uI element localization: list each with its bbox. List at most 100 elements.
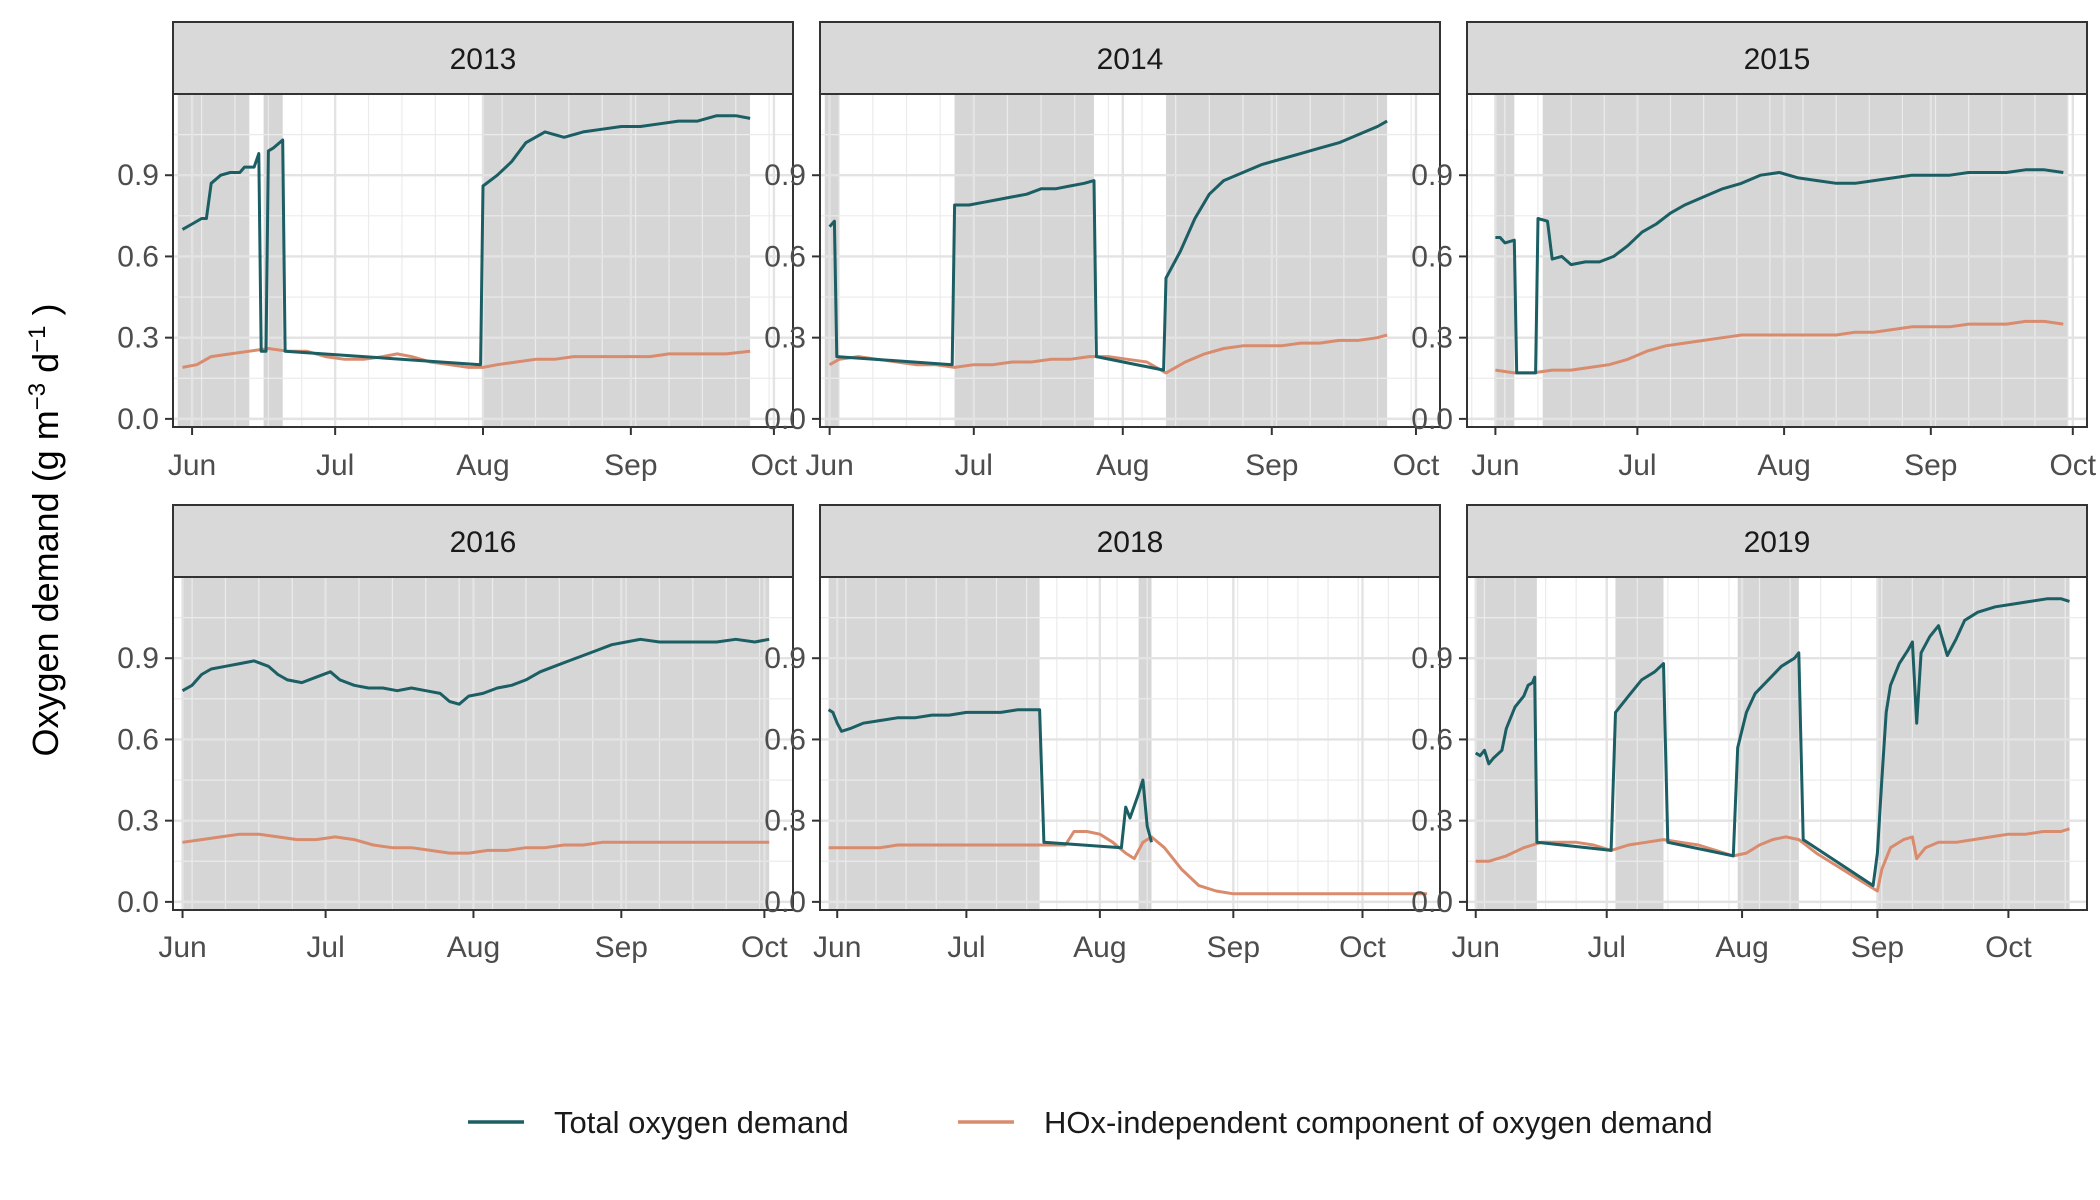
legend-item-hox: HOx-independent component of oxygen dema… <box>958 1105 1713 1140</box>
x-tick-label: Jul <box>955 449 993 482</box>
x-tick-label: Aug <box>1715 931 1768 964</box>
x-tick-label: Oct <box>1393 449 1440 482</box>
x-tick-label: Sep <box>1245 449 1298 482</box>
x-tick-label: Jun <box>813 931 861 964</box>
x-tick-label: Jun <box>1452 931 1500 964</box>
x-tick-label: Jul <box>1588 931 1626 964</box>
panel-2018: 2018 0.0 0.3 0.6 0.9 Jun Jul Aug Sep Oct <box>764 504 1441 964</box>
x-tick-label: Jun <box>168 449 216 482</box>
y-tick-label: 0.0 <box>117 403 159 436</box>
x-tick-label: Jul <box>947 931 985 964</box>
shaded-interval <box>1138 577 1152 910</box>
panels: 2013 0.0 0.3 0.6 0.9 Jun Jul Aug Sep Oct 2014 0.0 0.… <box>117 21 2097 964</box>
x-tick-label: Jun <box>158 931 206 964</box>
x-tick-label: Oct <box>741 931 788 964</box>
legend-item-total: Total oxygen demand <box>468 1105 849 1140</box>
legend-label-hox: HOx-independent component of oxygen dema… <box>1044 1105 1713 1140</box>
y-tick-label: 0.6 <box>1411 240 1453 273</box>
x-tick-label: Jun <box>1471 449 1519 482</box>
strip-background <box>819 504 1441 578</box>
y-axis-title-sup1: −3 <box>24 383 51 410</box>
shaded-interval <box>182 577 770 910</box>
y-axis-title-sup2: −1 <box>24 326 51 353</box>
x-tick-label: Aug <box>1096 449 1149 482</box>
y-tick-label: 0.0 <box>117 886 159 919</box>
x-tick-label: Sep <box>1904 449 1957 482</box>
x-tick-label: Oct <box>751 449 798 482</box>
series-line-hox <box>828 830 1428 896</box>
panel-2013: 2013 0.0 0.3 0.6 0.9 Jun Jul Aug Sep Oct <box>117 21 798 482</box>
x-tick-label: Aug <box>1757 449 1810 482</box>
y-tick-label: 0.6 <box>764 723 806 756</box>
y-tick-label: 0.9 <box>1411 642 1453 675</box>
y-tick-label: 0.9 <box>1411 159 1453 192</box>
legend: Total oxygen demand HOx-independent compo… <box>468 1105 1713 1140</box>
panel-2016: 2016 0.0 0.3 0.6 0.9 Jun Jul Aug Sep Oct <box>117 504 794 964</box>
strip-label: 2013 <box>450 43 517 76</box>
strip-label: 2014 <box>1097 43 1164 76</box>
series-line-total <box>827 708 1153 850</box>
shaded-interval <box>1737 577 1799 910</box>
strip-background <box>1466 504 2088 578</box>
series-line-total <box>181 637 770 706</box>
y-axis-title-mid: d <box>25 353 66 383</box>
strip-background <box>172 504 794 578</box>
x-tick-label: Oct <box>1985 931 2032 964</box>
x-tick-label: Oct <box>1339 931 1386 964</box>
strip-label: 2015 <box>1744 43 1811 76</box>
shaded-interval <box>1615 577 1664 910</box>
y-tick-label: 0.6 <box>117 723 159 756</box>
shaded-interval <box>824 94 840 427</box>
panel-2015: 2015 0.0 0.3 0.6 0.9 Jun Jul Aug Sep Oct <box>1411 21 2097 482</box>
x-tick-label: Aug <box>456 449 509 482</box>
strip-label: 2018 <box>1097 526 1164 559</box>
x-tick-label: Jun <box>805 449 853 482</box>
y-tick-label: 0.9 <box>764 159 806 192</box>
y-tick-label: 0.0 <box>764 886 806 919</box>
series-line-total <box>828 119 1388 372</box>
series-line-total <box>181 114 751 367</box>
x-tick-label: Oct <box>2049 449 2096 482</box>
shaded-interval <box>1542 94 2069 427</box>
y-tick-label: 0.6 <box>1411 723 1453 756</box>
panel-2019: 2019 0.0 0.3 0.6 0.9 Jun Jul Aug Sep Oct <box>1411 504 2088 964</box>
strip-background <box>1466 21 2088 95</box>
strip-label: 2016 <box>450 526 517 559</box>
series-line-total <box>1474 597 2070 888</box>
x-tick-label: Aug <box>447 931 500 964</box>
series-line-hox <box>1495 319 2064 375</box>
series-line-hox <box>182 347 751 369</box>
shaded-interval <box>177 94 250 427</box>
series-line-hox <box>182 832 770 855</box>
y-tick-label: 0.0 <box>764 403 806 436</box>
shaded-interval <box>828 577 1040 910</box>
y-tick-label: 0.9 <box>117 159 159 192</box>
x-tick-label: Jul <box>316 449 354 482</box>
strip-background <box>172 21 794 95</box>
x-tick-label: Sep <box>1851 931 1904 964</box>
y-axis-title-main: Oxygen demand (g m <box>25 410 66 756</box>
y-tick-label: 0.0 <box>1411 403 1453 436</box>
y-tick-label: 0.3 <box>117 805 159 838</box>
strip-label: 2019 <box>1744 526 1811 559</box>
series-line-total <box>1495 168 2064 375</box>
y-tick-label: 0.9 <box>117 642 159 675</box>
x-tick-label: Jul <box>1618 449 1656 482</box>
y-tick-label: 0.3 <box>764 805 806 838</box>
y-tick-label: 0.3 <box>764 322 806 355</box>
legend-label-total: Total oxygen demand <box>554 1105 849 1140</box>
y-tick-label: 0.6 <box>764 240 806 273</box>
shaded-interval <box>483 94 751 427</box>
y-tick-label: 0.6 <box>117 240 159 273</box>
panel-2014: 2014 0.0 0.3 0.6 0.9 Jun Jul Aug Sep Oct <box>764 21 1441 482</box>
y-tick-label: 0.9 <box>764 642 806 675</box>
series-line-hox <box>1475 827 2070 893</box>
x-tick-label: Sep <box>604 449 657 482</box>
series-line-hox <box>828 333 1388 375</box>
x-tick-label: Sep <box>595 931 648 964</box>
shaded-interval <box>954 94 1094 427</box>
y-axis-title: Oxygen demand (g m−3 d−1 ) <box>24 304 67 757</box>
y-tick-label: 0.3 <box>1411 805 1453 838</box>
strip-background <box>819 21 1441 95</box>
